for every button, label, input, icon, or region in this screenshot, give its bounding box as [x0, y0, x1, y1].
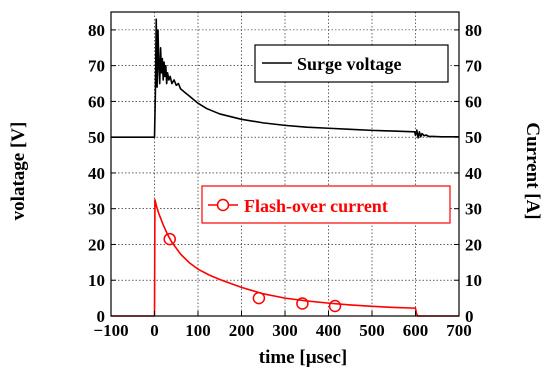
y-tick-label-left: 70: [88, 57, 105, 76]
x-tick-label: 100: [185, 321, 211, 340]
y-tick-label-left: 30: [88, 200, 105, 219]
x-axis-label: time [µsec]: [259, 347, 347, 368]
y-tick-label-right: 30: [465, 200, 482, 219]
x-tick-label: 200: [229, 321, 255, 340]
series-layer: [111, 18, 459, 317]
x-tick-label: 700: [446, 321, 472, 340]
flash-over-current-marker-point: [328, 299, 342, 313]
legend-surge-voltage: Surge voltage: [254, 44, 449, 83]
series-line-flash-over-current: [111, 198, 459, 317]
legend-flash-over-current-marker: [216, 198, 230, 212]
y-tick-label-right: 50: [465, 128, 482, 147]
x-tick-label: 600: [403, 321, 429, 340]
y-tick-label-right: 20: [465, 235, 482, 254]
x-tick-label: 300: [272, 321, 298, 340]
y-tick-label-left: 20: [88, 235, 105, 254]
flash-over-current-marker-point: [252, 291, 266, 305]
y-tick-label-right: 10: [465, 271, 482, 290]
flash-over-current-marker-point: [163, 232, 176, 246]
grid: [111, 12, 459, 316]
y-tick-label-right: 70: [465, 57, 482, 76]
x-tick-label: −100: [93, 321, 128, 340]
y-tick-label-left: 60: [88, 92, 105, 111]
y-tick-label-left: 10: [88, 271, 105, 290]
legend-flash-over-current-label: Flash-over current: [244, 196, 388, 216]
y-tick-label-right: 80: [465, 21, 482, 40]
x-tick-label: 500: [359, 321, 385, 340]
y-tick-label-right: 40: [465, 164, 482, 183]
y-tick-label-left: 80: [88, 21, 105, 40]
legend-surge-voltage-label: Surge voltage: [297, 54, 401, 74]
series-line-surge-voltage: [111, 18, 459, 139]
x-tick-label: 400: [316, 321, 342, 340]
x-tick-label: 0: [150, 321, 159, 340]
y-tick-label-left: 40: [88, 164, 105, 183]
flash-over-current-marker-point: [296, 297, 309, 310]
legend-flash-over-current: Flash-over current: [201, 185, 451, 224]
y-tick-label-right: 0: [465, 307, 474, 326]
y-tick-label-right: 60: [465, 92, 482, 111]
y-axis-label-right: Current [A]: [522, 122, 543, 219]
y-tick-label-left: 0: [97, 307, 106, 326]
y-axis-label-left: volatage [V]: [8, 122, 29, 221]
y-tick-label-left: 50: [88, 128, 105, 147]
legend-flash-over-current-box: [201, 185, 451, 224]
